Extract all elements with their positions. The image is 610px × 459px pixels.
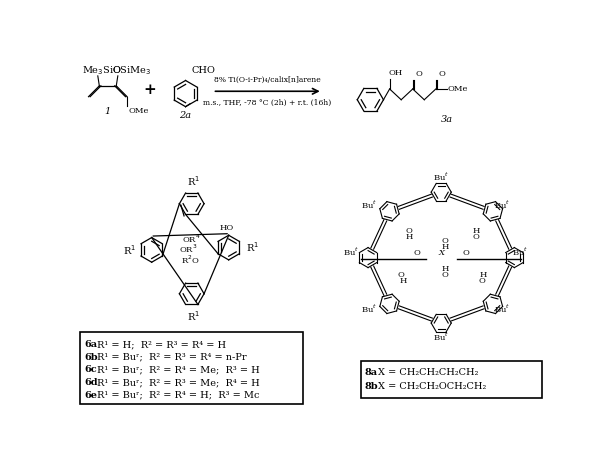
Text: R$^1$: R$^1$ (187, 309, 200, 323)
Text: R$^2$O: R$^2$O (181, 254, 199, 266)
Text: 3a: 3a (441, 115, 453, 124)
Text: H: H (479, 270, 487, 279)
Text: 6b: 6b (85, 353, 98, 362)
Text: 8b: 8b (365, 382, 379, 392)
Text: 8% Ti(O-i-Pr)₄/calix[n]arene: 8% Ti(O-i-Pr)₄/calix[n]arene (214, 76, 321, 84)
Text: H: H (405, 233, 412, 241)
Text: Bu$^t$: Bu$^t$ (361, 302, 378, 315)
Text: 1: 1 (105, 107, 111, 117)
Text: Bu$^t$: Bu$^t$ (361, 198, 378, 211)
Text: O: O (472, 233, 479, 241)
Text: H: H (442, 265, 449, 273)
Text: Bu$^t$: Bu$^t$ (512, 245, 529, 257)
Text: 8a: 8a (365, 368, 378, 377)
Text: O: O (415, 70, 422, 78)
Text: OR$^4$: OR$^4$ (182, 232, 201, 245)
Text: 6a: 6a (85, 340, 98, 349)
Text: R¹ = Buʳ;  R² = R⁴ = H;  R³ = Mc: R¹ = Buʳ; R² = R⁴ = H; R³ = Mc (97, 391, 259, 400)
Text: OMe: OMe (447, 85, 468, 93)
Text: CHO: CHO (192, 66, 215, 75)
Text: R¹ = Buʳ;  R² = R⁴ = Me;  R³ = H: R¹ = Buʳ; R² = R⁴ = Me; R³ = H (97, 365, 260, 375)
Text: R¹ = H;  R² = R³ = R⁴ = H: R¹ = H; R² = R³ = R⁴ = H (97, 340, 226, 349)
Text: 6d: 6d (85, 378, 98, 387)
Text: H: H (442, 243, 449, 251)
Bar (80, 332, 303, 404)
Text: R$^1$: R$^1$ (123, 243, 136, 257)
Text: R¹ = Buʳ;  R² = R³ = R⁴ = n-Pr: R¹ = Buʳ; R² = R³ = R⁴ = n-Pr (97, 353, 246, 362)
Text: X = CH₂CH₂CH₂CH₂: X = CH₂CH₂CH₂CH₂ (378, 368, 478, 377)
Text: O: O (438, 70, 445, 78)
Text: H: H (472, 227, 479, 235)
Text: OH: OH (388, 69, 403, 78)
Text: OSiMe$_3$: OSiMe$_3$ (112, 64, 152, 77)
Text: 6e: 6e (85, 391, 98, 400)
Text: Me$_3$SiO: Me$_3$SiO (82, 64, 121, 77)
Text: OR$^3$: OR$^3$ (179, 243, 198, 255)
Text: Bu$^t$: Bu$^t$ (433, 330, 450, 343)
Text: X = CH₂CH₂OCH₂CH₂: X = CH₂CH₂OCH₂CH₂ (378, 382, 486, 392)
Text: O: O (478, 277, 485, 285)
Text: HO: HO (220, 224, 234, 232)
Text: R¹ = Buʳ;  R² = R³ = Me;  R⁴ = H: R¹ = Buʳ; R² = R³ = Me; R⁴ = H (97, 378, 260, 387)
Text: R$^1$: R$^1$ (187, 174, 200, 188)
Bar (361, 361, 542, 398)
Text: O: O (442, 271, 448, 279)
Text: 2a: 2a (179, 111, 192, 120)
Text: O: O (413, 249, 420, 257)
Text: 6c: 6c (85, 365, 98, 375)
Text: +: + (143, 84, 156, 97)
Text: Bu$^t$: Bu$^t$ (343, 245, 359, 257)
Text: Bu$^t$: Bu$^t$ (493, 198, 509, 211)
Text: O: O (397, 270, 404, 279)
Text: O: O (406, 227, 412, 235)
Text: H: H (400, 277, 407, 285)
Text: O: O (442, 237, 448, 245)
Text: m.s., THF, -78 °C (2h) + r.t. (16h): m.s., THF, -78 °C (2h) + r.t. (16h) (204, 99, 332, 107)
Text: R$^1$: R$^1$ (246, 241, 259, 254)
Text: Bu$^t$: Bu$^t$ (433, 171, 450, 183)
Text: X: X (438, 249, 444, 257)
Text: O: O (462, 249, 469, 257)
Text: Bu$^t$: Bu$^t$ (493, 302, 509, 315)
Text: OMe: OMe (129, 106, 149, 115)
